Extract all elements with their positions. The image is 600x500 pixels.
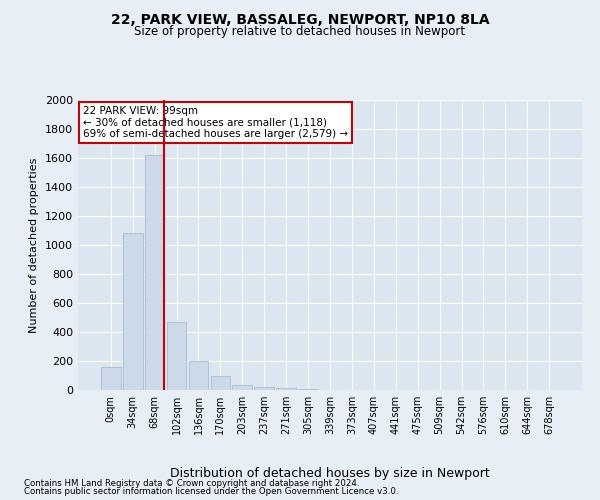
Bar xyxy=(101,367,121,390)
Bar xyxy=(167,322,187,390)
Bar xyxy=(254,387,274,390)
Text: Contains HM Land Registry data © Crown copyright and database right 2024.: Contains HM Land Registry data © Crown c… xyxy=(24,478,359,488)
Text: 22, PARK VIEW, BASSALEG, NEWPORT, NP10 8LA: 22, PARK VIEW, BASSALEG, NEWPORT, NP10 8… xyxy=(110,12,490,26)
Bar xyxy=(211,376,230,390)
Text: Contains public sector information licensed under the Open Government Licence v3: Contains public sector information licen… xyxy=(24,487,398,496)
Bar xyxy=(188,361,208,390)
Text: 22 PARK VIEW: 99sqm
← 30% of detached houses are smaller (1,118)
69% of semi-det: 22 PARK VIEW: 99sqm ← 30% of detached ho… xyxy=(83,106,348,139)
Bar xyxy=(145,155,164,390)
Bar xyxy=(123,234,143,390)
Text: Size of property relative to detached houses in Newport: Size of property relative to detached ho… xyxy=(134,25,466,38)
Y-axis label: Number of detached properties: Number of detached properties xyxy=(29,158,40,332)
Bar xyxy=(276,388,296,390)
Bar xyxy=(232,385,252,390)
Text: Distribution of detached houses by size in Newport: Distribution of detached houses by size … xyxy=(170,467,490,480)
